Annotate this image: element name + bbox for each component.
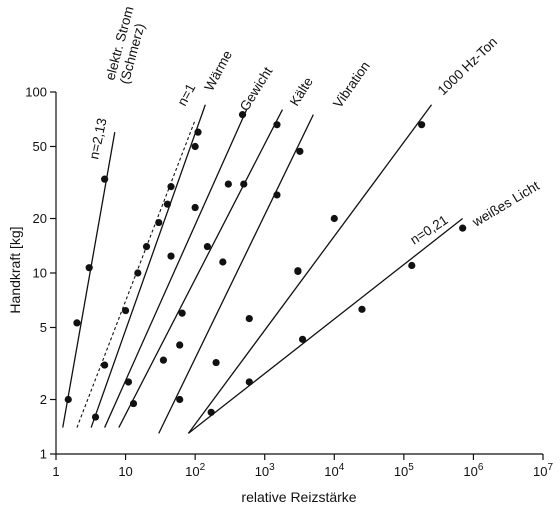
exponent-label-0: n=2,13 <box>86 117 109 161</box>
data-point <box>245 378 253 386</box>
reference-line-label: n=1 <box>174 81 198 108</box>
data-point <box>167 252 175 260</box>
data-point <box>224 180 232 188</box>
data-point <box>91 413 100 421</box>
data-point <box>167 183 175 191</box>
x-axis-title: relative Reizstärke <box>241 489 356 505</box>
x-tick-label: 107 <box>533 462 553 479</box>
data-point <box>178 309 186 317</box>
series-label-0: elektr. Strom(Schmerz) <box>102 5 151 86</box>
data-point <box>330 214 338 223</box>
y-axis-title: Handkraft [kg] <box>7 226 23 313</box>
data-point <box>134 269 142 277</box>
data-point <box>176 341 184 349</box>
series-line-3 <box>118 109 284 428</box>
axes: 1 10 102 103 104 105 106 107 1 2 5 10 20 50 100 <box>25 85 553 480</box>
series-label-4: Vibration <box>330 59 373 111</box>
y-tick-label: 5 <box>40 320 47 335</box>
x-tick-label: 10 <box>118 464 132 479</box>
series-line-5 <box>187 104 433 434</box>
y-tick-label: 20 <box>33 211 47 226</box>
data-point <box>358 305 366 313</box>
data-point <box>296 147 304 155</box>
data-point <box>155 218 163 227</box>
y-tick-label: 1 <box>40 447 47 462</box>
data-point <box>194 128 202 136</box>
series-label-5: 1000 Hz-Ton <box>435 34 500 98</box>
data-point <box>101 175 109 183</box>
data-point <box>121 306 130 315</box>
data-point <box>219 258 227 266</box>
exponent-label-1: n=0,21 <box>407 212 450 247</box>
data-point <box>459 224 467 232</box>
series-lines <box>62 104 464 434</box>
data-point <box>238 111 247 119</box>
x-tick-label: 103 <box>255 462 275 479</box>
series-labels: elektr. Strom(Schmerz) Wärme Gewicht Kälte V… <box>86 5 542 248</box>
series-line-2 <box>104 109 248 428</box>
data-point <box>273 121 281 129</box>
series-label-6: weißes Licht <box>469 178 542 230</box>
data-point <box>101 361 109 369</box>
y-tick-label: 10 <box>33 266 47 281</box>
x-tick-label: 1 <box>52 464 59 479</box>
data-point <box>212 358 220 367</box>
y-tick-label: 50 <box>33 139 47 154</box>
data-point <box>298 335 307 343</box>
data-point <box>191 203 199 212</box>
data-point <box>176 395 184 404</box>
series-line-1 <box>90 104 206 428</box>
data-point <box>240 180 248 188</box>
series-label-2: Gewicht <box>237 64 276 114</box>
data-point <box>64 395 72 404</box>
x-tick-label: 104 <box>324 462 344 479</box>
data-point <box>273 191 281 199</box>
data-point <box>163 200 172 208</box>
y-tick-label: 100 <box>25 85 47 100</box>
data-point <box>159 356 168 364</box>
y-tick-label: 2 <box>40 392 47 407</box>
data-point <box>129 399 138 408</box>
data-point <box>418 121 426 129</box>
data-point <box>245 314 253 323</box>
data-point <box>124 378 133 386</box>
data-point <box>142 242 151 251</box>
data-point <box>191 142 199 151</box>
data-point <box>73 319 81 327</box>
x-tick-label: 106 <box>463 462 483 479</box>
series-line-4 <box>158 114 314 434</box>
data-point <box>294 267 302 275</box>
data-point <box>85 264 93 272</box>
x-tick-label: 105 <box>394 462 414 479</box>
data-point <box>408 261 416 270</box>
series-label-1: Wärme <box>201 48 235 93</box>
series-line-6 <box>187 218 464 434</box>
data-point <box>203 242 211 251</box>
series-label-3: Kälte <box>287 75 316 109</box>
data-point <box>207 408 215 416</box>
series-points <box>64 111 467 421</box>
x-tick-label: 102 <box>185 462 205 479</box>
